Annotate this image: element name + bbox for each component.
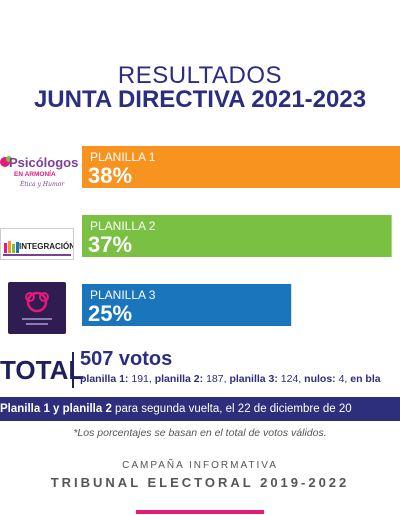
breakdown-value: 191, bbox=[128, 373, 155, 385]
total-divider bbox=[72, 352, 74, 388]
runoff-bold: Planilla 1 y planilla 2 bbox=[0, 403, 112, 415]
runoff-rest: para segunda vuelta, el 22 de diciembre … bbox=[111, 403, 352, 415]
campaign-label: CAMPAÑA INFORMATIVA bbox=[122, 460, 278, 471]
logo1-name: Psicólogos bbox=[9, 155, 78, 170]
breakdown-key: planilla 1: bbox=[80, 373, 129, 385]
footer-accent-line bbox=[136, 510, 264, 514]
bar-category-label: PLANILLA 1 bbox=[90, 150, 156, 164]
integracion-logo: INTEGRACIÓN bbox=[0, 228, 75, 260]
logo1-tag: Ética y Humor bbox=[19, 180, 65, 188]
bar-planilla-1 bbox=[82, 146, 400, 188]
total-label: TOTAL bbox=[0, 355, 85, 385]
tribunal-label: TRIBUNAL ELECTORAL 2019-2022 bbox=[50, 475, 350, 490]
votes-breakdown: planilla 1: 191, planilla 2: 187, planil… bbox=[80, 373, 381, 385]
logo2-name: INTEGRACIÓN bbox=[19, 242, 73, 251]
bar-value-label: 25% bbox=[88, 301, 132, 326]
bar-category-label: PLANILLA 3 bbox=[90, 288, 156, 302]
bar-planilla-3 bbox=[82, 284, 292, 326]
runoff-banner: Planilla 1 y planilla 2 para segunda vue… bbox=[0, 397, 400, 421]
total-votes: 507 votos bbox=[80, 348, 173, 370]
logo1-sub: EN ARMONÍA bbox=[14, 169, 56, 178]
bar-category-label: PLANILLA 2 bbox=[90, 219, 156, 233]
results-bar-chart: PLANILLA 138% PLANILLA 237% PLANILLA 325% bbox=[82, 146, 400, 326]
footnote: *Los porcentajes se basan en el total de… bbox=[73, 427, 327, 439]
title-line-1: RESULTADOS bbox=[117, 62, 283, 89]
breakdown-value: 4, bbox=[335, 373, 351, 385]
breakdown-key: en bla bbox=[350, 373, 381, 385]
breakdown-value: 187, bbox=[203, 373, 230, 385]
bar-value-label: 37% bbox=[88, 232, 132, 257]
breakdown-key: planilla 2: bbox=[154, 373, 204, 385]
breakdown-key: planilla 3: bbox=[229, 373, 278, 385]
breakdown-key: nulos: bbox=[304, 373, 336, 385]
title-line-2: JUNTA DIRECTIVA 2021-2023 bbox=[33, 86, 367, 113]
bar-value-label: 38% bbox=[88, 163, 132, 188]
breakdown-value: 124, bbox=[277, 373, 305, 385]
unity-emblem-logo bbox=[8, 282, 66, 334]
psicologos-logo: Psicólogos EN ARMONÍA Ética y Humor bbox=[0, 150, 78, 194]
bar-planilla-2 bbox=[82, 215, 392, 257]
